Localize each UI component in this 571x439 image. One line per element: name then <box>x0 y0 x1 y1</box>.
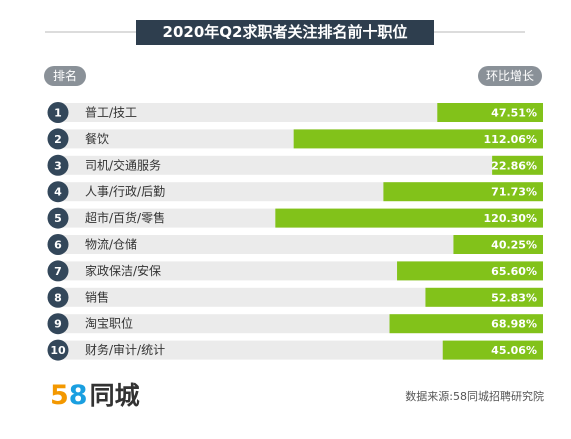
value-label: 71.73% <box>491 186 537 199</box>
bar <box>453 235 543 254</box>
category-label: 物流/仓储 <box>85 237 137 252</box>
bar <box>425 287 543 307</box>
data-source-note: 数据来源:58同城招聘研究院 <box>405 390 544 403</box>
row-background <box>55 235 543 254</box>
rank-number: 9 <box>54 318 62 331</box>
value-label: 45.06% <box>491 344 537 357</box>
bar <box>275 208 543 228</box>
row-background <box>55 155 543 175</box>
category-label: 淘宝职位 <box>85 316 133 331</box>
rank-number: 2 <box>54 133 62 146</box>
rank-badge <box>47 339 69 361</box>
rank-badge <box>47 286 69 308</box>
value-label: 65.60% <box>491 265 537 278</box>
row-background <box>55 103 543 122</box>
category-label: 财务/审计/统计 <box>85 342 165 357</box>
rank-badge <box>47 128 69 150</box>
value-label: 52.83% <box>491 291 537 304</box>
category-label: 普工/技工 <box>85 106 137 120</box>
category-label: 司机/交通服务 <box>85 157 161 172</box>
rank-number: 5 <box>54 212 62 225</box>
rank-badge <box>47 154 69 176</box>
value-label: 68.98% <box>491 318 537 331</box>
rank-number: 7 <box>54 265 62 278</box>
bar <box>383 182 543 202</box>
rank-badge <box>47 181 69 203</box>
rank-badge <box>47 260 69 282</box>
58-tongcheng-logo: 58同城 <box>50 380 140 411</box>
rank-number: 3 <box>54 159 62 172</box>
bar <box>293 129 543 149</box>
row-background <box>55 340 543 360</box>
chart-title: 2020年Q2求职者关注排名前十职位 <box>136 20 434 45</box>
rank-badge <box>47 234 69 255</box>
bar <box>397 261 543 281</box>
category-label: 销售 <box>85 289 109 304</box>
value-label: 112.06% <box>484 133 537 146</box>
category-label: 人事/行政/后勤 <box>85 185 165 199</box>
value-label: 47.51% <box>491 107 537 120</box>
value-label: 120.30% <box>484 212 537 225</box>
rank-header: 排名 <box>44 66 86 86</box>
rank-badge <box>47 102 69 123</box>
rank-number: 1 <box>54 107 62 120</box>
rank-badge <box>47 207 69 229</box>
category-label: 餐饮 <box>85 131 109 146</box>
rank-number: 10 <box>50 344 66 357</box>
rank-number: 8 <box>54 291 62 304</box>
row-background <box>55 287 543 307</box>
growth-header: 环比增长 <box>478 66 542 86</box>
value-label: 40.25% <box>491 239 537 252</box>
rank-number: 4 <box>54 186 62 199</box>
category-label: 超市/百货/零售 <box>85 210 165 225</box>
bar <box>389 314 543 334</box>
rank-badge <box>47 313 69 335</box>
rank-number: 6 <box>54 239 62 252</box>
category-label: 家政保洁/安保 <box>85 263 161 278</box>
bar <box>437 103 543 122</box>
bar <box>442 340 543 360</box>
value-label: 22.86% <box>491 159 537 172</box>
bar <box>492 155 543 175</box>
